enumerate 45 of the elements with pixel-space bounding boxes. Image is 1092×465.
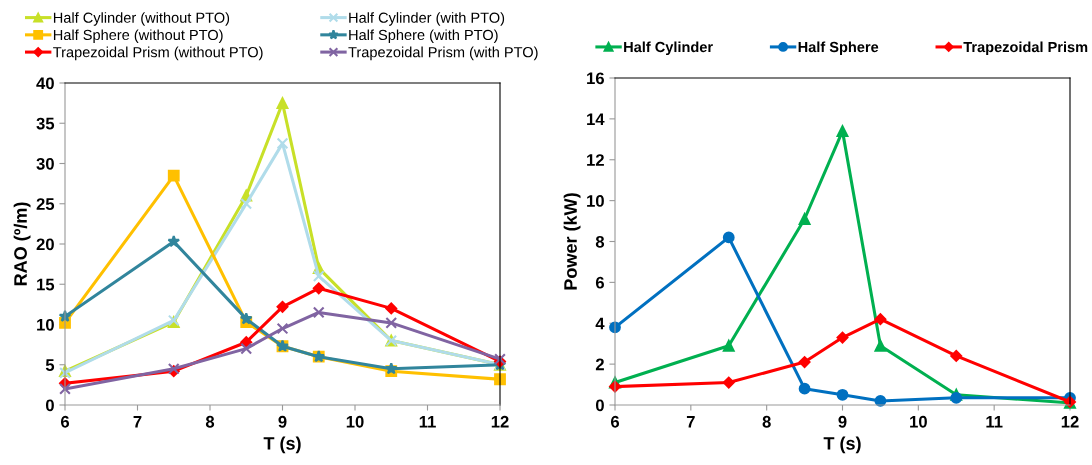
y-tick-label: 16 bbox=[587, 72, 604, 85]
legend-label: Half Cylinder (without PTO) bbox=[53, 12, 230, 26]
x-tick-label: 9 bbox=[838, 415, 847, 428]
y-tick-label: 40 bbox=[36, 77, 54, 90]
y-tick-label: 10 bbox=[587, 195, 604, 207]
legend-label: Trapezoidal Prism (with PTO) bbox=[348, 46, 538, 61]
y-tick-label: 12 bbox=[587, 154, 604, 166]
y-tick-label: 0 bbox=[45, 399, 54, 412]
legend-label: Half Sphere (without PTO) bbox=[53, 29, 223, 43]
x-tick-label: 10 bbox=[346, 415, 364, 428]
x-axis-title: T (s) bbox=[263, 436, 301, 454]
x-tick-label: 11 bbox=[986, 416, 1003, 428]
y-tick-label: 10 bbox=[37, 318, 54, 331]
y-tick-label: 5 bbox=[45, 359, 55, 371]
x-tick-label: 12 bbox=[491, 415, 509, 428]
x-tick-label: 8 bbox=[205, 415, 215, 428]
y-tick-label: 35 bbox=[36, 117, 55, 130]
legend-label: Half Sphere (with PTO) bbox=[349, 29, 498, 43]
x-tick-label: 6 bbox=[60, 415, 70, 428]
x-axis-title: T (s) bbox=[823, 436, 861, 454]
y-tick-label: 0 bbox=[595, 399, 604, 412]
x-tick-label: 7 bbox=[686, 416, 695, 428]
y-tick-label: 30 bbox=[36, 157, 54, 170]
x-tick-label: 11 bbox=[419, 416, 436, 428]
y-tick-label: 4 bbox=[595, 317, 605, 330]
x-tick-label: 6 bbox=[610, 415, 620, 428]
legend-label: Trapezoidal Prism bbox=[963, 41, 1088, 56]
legend-label: Half Sphere bbox=[798, 41, 879, 56]
y-tick-label: 25 bbox=[36, 198, 55, 210]
y-tick-label: 6 bbox=[595, 276, 604, 289]
legend-label: Half Cylinder (with PTO) bbox=[349, 12, 505, 26]
y-axis-title: Power (kW) bbox=[563, 193, 581, 290]
y-tick-label: 14 bbox=[587, 113, 605, 125]
x-tick-label: 9 bbox=[278, 415, 287, 428]
x-tick-label: 8 bbox=[762, 415, 771, 428]
y-tick-label: 15 bbox=[37, 278, 55, 291]
y-tick-label: 8 bbox=[595, 235, 605, 248]
y-axis-title: RAO (º/m) bbox=[13, 202, 31, 286]
legend-label: Half Cylinder bbox=[624, 41, 713, 56]
x-tick-label: 12 bbox=[1061, 415, 1079, 428]
y-tick-label: 2 bbox=[595, 358, 604, 371]
legend-label: Trapezoidal Prism (without PTO) bbox=[53, 46, 263, 61]
y-tick-label: 20 bbox=[36, 238, 54, 251]
x-tick-label: 7 bbox=[133, 416, 142, 428]
x-tick-label: 10 bbox=[910, 415, 927, 428]
